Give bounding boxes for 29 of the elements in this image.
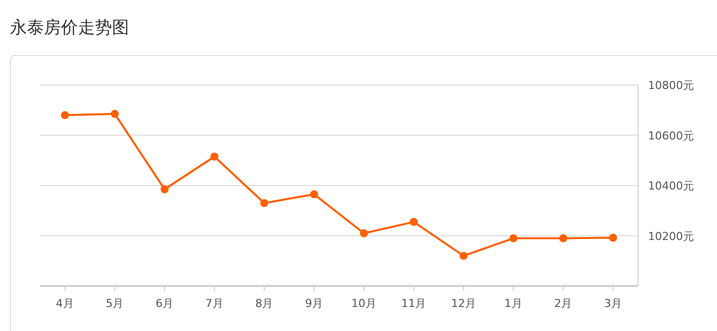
x-tick-label: 10月 <box>351 297 376 310</box>
point <box>360 229 368 238</box>
y-tick-label: 10600元 <box>648 129 694 142</box>
y-tick-label: 10800元 <box>648 79 694 92</box>
x-tick-label: 7月 <box>205 297 224 310</box>
chart-title: 永泰房价走势图 <box>10 18 129 38</box>
x-tick-label: 12月 <box>451 297 476 310</box>
point <box>260 199 268 208</box>
point <box>60 111 69 120</box>
x-tick-label: 11月 <box>401 297 426 310</box>
x-tick-label: 9月 <box>305 297 324 310</box>
x-tick-label: 1月 <box>504 297 522 310</box>
y-tick-label: 10400元 <box>648 180 694 192</box>
x-tick-label: 3月 <box>604 297 622 310</box>
point <box>160 185 169 194</box>
x-tick-label: 6月 <box>156 297 174 310</box>
point <box>110 110 119 118</box>
point <box>609 234 618 242</box>
point <box>509 234 518 242</box>
x-tick-label: 5月 <box>106 297 124 310</box>
point <box>559 234 568 242</box>
point <box>460 252 468 260</box>
x-tick-label: 4月 <box>56 297 74 310</box>
point <box>410 218 418 226</box>
x-tick-label: 2月 <box>554 297 572 310</box>
y-tick-label: 10200元 <box>648 230 694 243</box>
point <box>310 190 318 198</box>
x-tick-label: 8月 <box>255 297 274 310</box>
point <box>210 152 218 161</box>
